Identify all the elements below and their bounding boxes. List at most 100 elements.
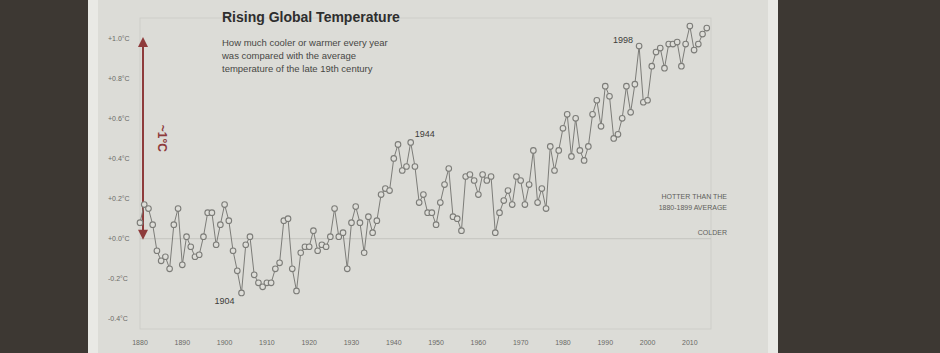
data-point	[645, 97, 651, 103]
data-point	[230, 248, 236, 254]
data-point	[459, 228, 465, 234]
data-point	[332, 206, 338, 212]
reference-label-above: 1880-1899 AVERAGE	[659, 204, 728, 211]
data-point	[531, 148, 537, 154]
data-point	[154, 248, 160, 254]
data-point	[590, 112, 596, 118]
y-tick-label: -0.4°C	[108, 315, 128, 322]
data-point	[526, 182, 532, 188]
data-point	[311, 228, 317, 234]
chart: Rising Global Temperature How much cooler…	[0, 0, 940, 353]
plot-area	[137, 23, 709, 295]
data-point	[632, 81, 638, 87]
x-tick-label: 1990	[597, 339, 613, 346]
data-point	[556, 148, 562, 154]
data-point	[573, 116, 579, 122]
title: Rising Global Temperature	[222, 9, 400, 25]
data-point	[268, 280, 274, 286]
data-point	[624, 83, 630, 89]
data-point	[344, 266, 350, 272]
x-tick-label: 1940	[386, 339, 402, 346]
data-point	[683, 41, 689, 47]
data-point	[408, 140, 414, 146]
data-point	[628, 110, 634, 116]
data-point	[213, 242, 219, 248]
data-point	[429, 210, 435, 216]
data-point	[662, 65, 668, 71]
data-point	[438, 200, 444, 206]
data-point	[234, 268, 240, 274]
y-tick-label: +1.0°C	[108, 35, 130, 42]
data-point	[146, 206, 152, 212]
subtitle: temperature of the late 19th century	[222, 63, 373, 74]
data-point	[421, 192, 427, 198]
data-point	[586, 144, 592, 150]
reference-label-above: HOTTER THAN THE	[662, 193, 728, 200]
data-point	[552, 168, 558, 174]
data-point	[518, 178, 524, 184]
x-tick-label: 1950	[428, 339, 444, 346]
data-point	[615, 132, 621, 138]
subtitle: was compared with the average	[221, 50, 356, 61]
y-tick-label: +0.0°C	[108, 235, 130, 242]
data-point	[391, 156, 397, 162]
data-point	[277, 260, 283, 266]
data-point	[691, 47, 697, 53]
y-tick-label: +0.6°C	[108, 115, 130, 122]
data-point	[446, 166, 452, 172]
data-point	[564, 112, 570, 118]
annotation: 1998	[613, 35, 633, 45]
data-point	[442, 182, 448, 188]
y-tick-label: +0.2°C	[108, 195, 130, 202]
data-point	[492, 230, 498, 236]
data-point	[218, 222, 224, 228]
data-point	[581, 158, 587, 164]
data-point	[657, 45, 663, 51]
data-point	[349, 220, 355, 226]
subtitle: How much cooler or warmer every year	[222, 37, 388, 48]
data-point	[454, 216, 460, 222]
x-tick-label: 1880	[132, 339, 148, 346]
data-point	[547, 144, 553, 150]
data-point	[649, 63, 655, 69]
y-tick-label: -0.2°C	[108, 275, 128, 282]
x-tick-label: 1970	[513, 339, 529, 346]
data-point	[636, 43, 642, 49]
data-point	[171, 222, 177, 228]
data-point	[374, 218, 380, 224]
data-point	[619, 116, 625, 122]
data-point	[696, 41, 702, 47]
data-point	[569, 154, 575, 160]
data-point	[184, 234, 190, 240]
data-point	[273, 266, 279, 272]
data-point	[607, 93, 613, 99]
data-point	[175, 206, 181, 212]
data-point	[476, 192, 482, 198]
data-point	[602, 83, 608, 89]
data-point	[416, 200, 422, 206]
x-tick-label: 1890	[175, 339, 191, 346]
data-point	[471, 178, 477, 184]
data-point	[594, 97, 600, 103]
data-point	[543, 206, 549, 212]
x-tick-label: 1920	[301, 339, 317, 346]
data-point	[357, 220, 363, 226]
data-point	[226, 218, 232, 224]
data-point	[209, 210, 215, 216]
data-point	[560, 126, 566, 132]
data-point	[378, 192, 384, 198]
data-point	[243, 242, 249, 248]
data-point	[201, 234, 207, 240]
data-point	[687, 23, 693, 29]
data-point	[412, 164, 418, 170]
reference-label-below: COLDER	[698, 229, 727, 236]
screen-border	[88, 0, 778, 353]
x-tick-label: 1930	[344, 339, 360, 346]
screen	[98, 0, 768, 353]
annotation: 1944	[415, 129, 435, 139]
data-point	[395, 142, 401, 148]
data-point	[353, 204, 359, 210]
data-point	[137, 220, 143, 226]
data-point	[497, 210, 503, 216]
data-point	[328, 234, 334, 240]
